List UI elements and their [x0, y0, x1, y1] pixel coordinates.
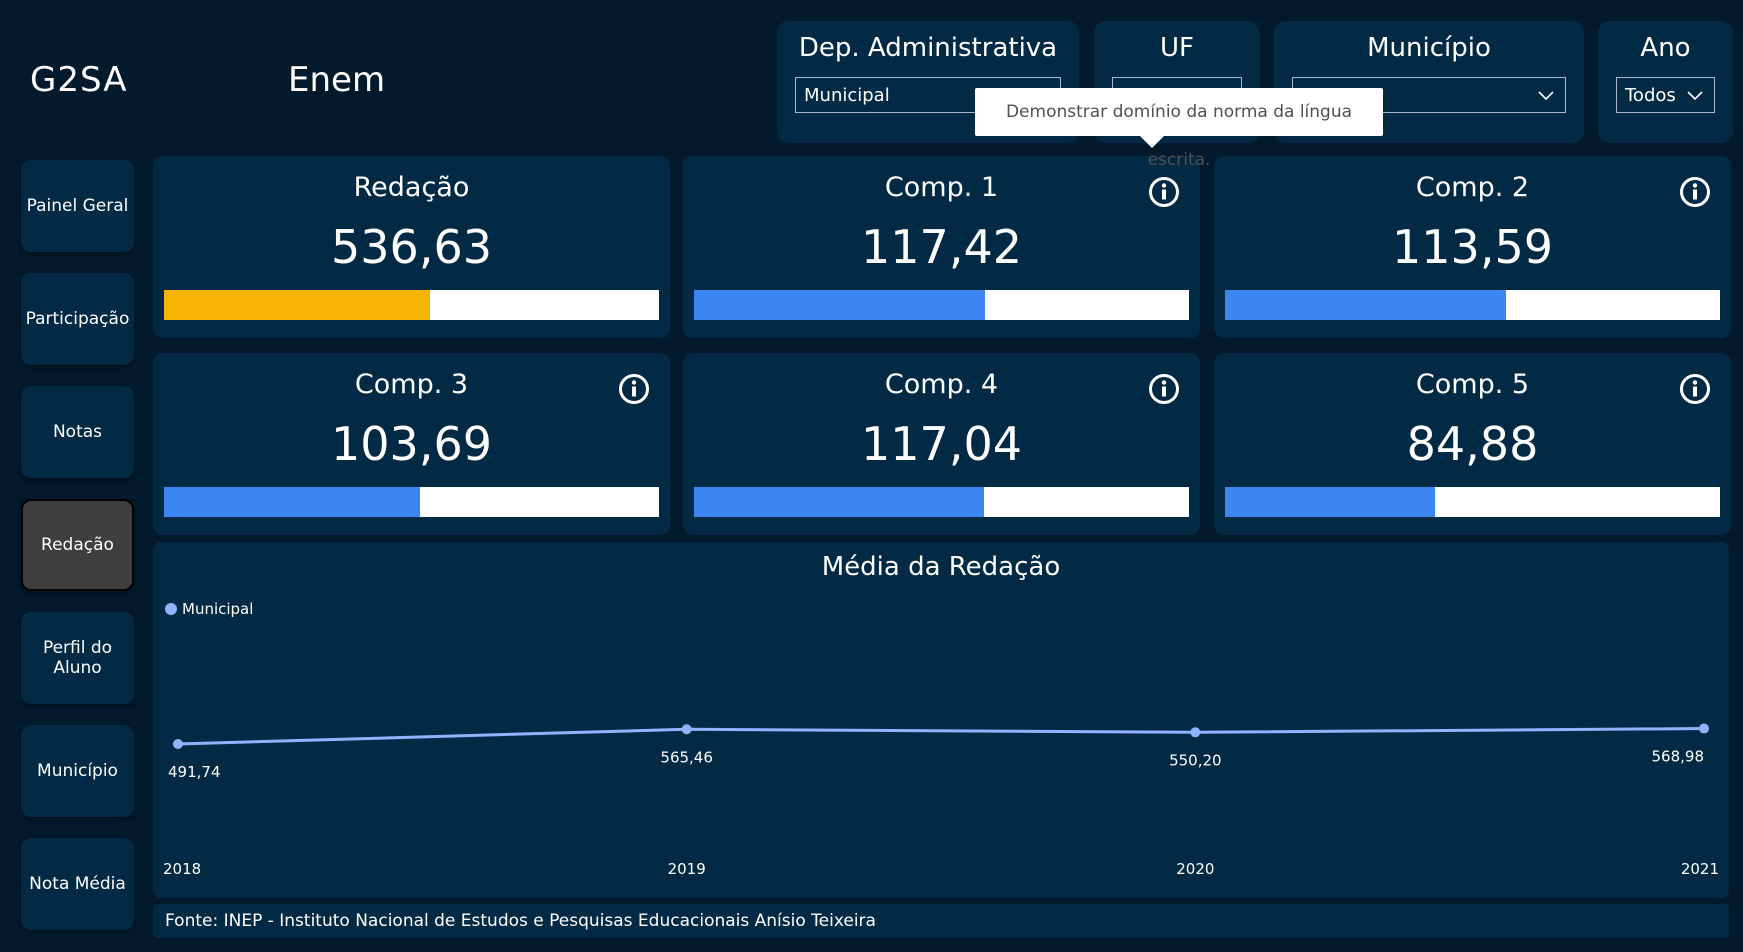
- nav-button-nota-media[interactable]: Nota Média: [21, 838, 134, 930]
- chart-plot: 491,74 2018 565,46 2019 550,20 2020 568,98 2021: [163, 723, 1719, 878]
- nav-button-notas[interactable]: Notas: [21, 386, 134, 478]
- chevron-down-icon: [1538, 91, 1554, 101]
- filter-dep-administrativa: Dep. Administrativa Municipal: [777, 21, 1079, 143]
- data-point[interactable]: [681, 724, 692, 735]
- kpi-card-comp-3: Comp. 3 103,69: [153, 353, 670, 535]
- data-label: 568,98: [1652, 748, 1705, 766]
- card-title: Comp. 3: [354, 369, 469, 400]
- filter-label: Dep. Administrativa: [798, 33, 1058, 63]
- select-value: Todos: [1625, 85, 1676, 106]
- info-circle-icon[interactable]: [618, 373, 650, 405]
- nav-button-painel-geral[interactable]: Painel Geral: [21, 160, 134, 252]
- card-value: 103,69: [331, 417, 492, 471]
- chart-legend: Municipal: [165, 600, 253, 618]
- info-circle-icon[interactable]: [1679, 373, 1711, 405]
- chevron-down-icon: [1687, 91, 1703, 101]
- x-tick-label: 2021: [1681, 860, 1719, 878]
- info-circle-icon[interactable]: [1679, 176, 1711, 208]
- tooltip-arrow: [1140, 136, 1164, 148]
- card-title: Comp. 2: [1415, 172, 1530, 203]
- data-label: 491,74: [168, 763, 221, 781]
- data-point[interactable]: [1699, 723, 1709, 734]
- filter-ano: Ano Todos: [1598, 21, 1733, 143]
- chart-title: Média da Redação: [821, 552, 1061, 582]
- x-tick-label: 2019: [668, 860, 706, 878]
- nav-button-participacao[interactable]: Participação: [21, 273, 134, 365]
- data-point[interactable]: [173, 739, 183, 749]
- series-line-municipal: [177, 727, 1705, 746]
- card-title: Comp. 5: [1415, 369, 1530, 400]
- progress-bar-fill: [1225, 290, 1507, 320]
- info-circle-icon[interactable]: [1148, 373, 1180, 405]
- nav-button-label: Município: [37, 761, 118, 781]
- select-value: Municipal: [804, 85, 890, 106]
- x-tick-label: 2018: [163, 860, 201, 878]
- brand-logo: G2SA: [30, 60, 128, 100]
- filter-label: Município: [1367, 33, 1491, 63]
- page-title: Enem: [288, 60, 386, 100]
- source-footer: Fonte: INEP - Instituto Nacional de Estu…: [153, 904, 1729, 938]
- nav-button-perfil-do-aluno[interactable]: Perfil do Aluno: [21, 612, 134, 704]
- progress-bar-fill: [694, 487, 984, 517]
- nav-button-label: Nota Média: [29, 874, 126, 894]
- card-value: 113,59: [1392, 220, 1553, 274]
- nav-button-label: Redação: [41, 535, 114, 555]
- card-title: Redação: [353, 172, 470, 203]
- progress-bar: [1225, 487, 1720, 517]
- ano-select[interactable]: Todos: [1616, 77, 1715, 113]
- filter-municipio: Município: [1274, 21, 1584, 143]
- x-tick-label: 2020: [1176, 860, 1214, 878]
- nav-button-label: Notas: [52, 422, 103, 442]
- progress-bar: [1225, 290, 1720, 320]
- progress-bar-fill: [694, 290, 985, 320]
- data-label: 550,20: [1169, 751, 1222, 769]
- kpi-card-redacao: Redação 536,63: [153, 156, 670, 338]
- card-value: 84,88: [1406, 417, 1539, 471]
- kpi-card-comp-2: Comp. 2 113,59: [1214, 156, 1731, 338]
- filter-label: UF: [1160, 33, 1194, 63]
- progress-bar-fill: [164, 487, 421, 517]
- progress-bar: [164, 290, 659, 320]
- progress-bar-fill: [1225, 487, 1435, 517]
- progress-bar-fill: [164, 290, 430, 320]
- card-value: 536,63: [331, 220, 492, 274]
- card-title: Comp. 4: [884, 369, 999, 400]
- nav-button-municipio[interactable]: Município: [21, 725, 134, 817]
- nav-button-label: Participação: [25, 309, 130, 329]
- info-tooltip: Demonstrar domínio da norma da língua es…: [975, 88, 1383, 170]
- kpi-card-comp-4: Comp. 4 117,04: [683, 353, 1200, 535]
- media-redacao-chart: Média da Redação Municipal 491,74 2018 565…: [153, 542, 1729, 898]
- progress-bar: [164, 487, 659, 517]
- card-value: 117,04: [861, 417, 1022, 471]
- card-value: 117,42: [861, 220, 1022, 274]
- info-circle-icon[interactable]: [1148, 176, 1180, 208]
- kpi-card-comp-1: Comp. 1 117,42: [683, 156, 1200, 338]
- data-point[interactable]: [1190, 727, 1201, 738]
- card-title: Comp. 1: [884, 172, 999, 203]
- progress-bar: [694, 290, 1189, 320]
- legend-dot: [165, 603, 177, 615]
- data-label: 565,46: [660, 748, 713, 766]
- nav-button-label: Perfil do Aluno: [42, 638, 113, 678]
- nav-button-label: Painel Geral: [26, 196, 129, 216]
- progress-bar: [694, 487, 1189, 517]
- filter-label: Ano: [1640, 33, 1691, 63]
- kpi-card-comp-5: Comp. 5 84,88: [1214, 353, 1731, 535]
- tooltip-text: Demonstrar domínio da norma da língua es…: [1005, 102, 1353, 170]
- legend-label: Municipal: [182, 600, 254, 618]
- nav-button-redacao[interactable]: Redação: [21, 499, 134, 591]
